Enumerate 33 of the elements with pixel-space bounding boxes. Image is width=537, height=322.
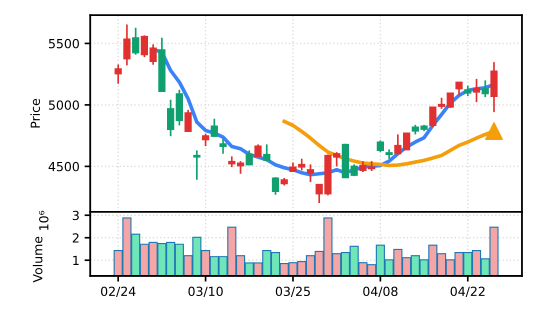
candlestick <box>132 26 140 56</box>
x-tick-label: 04/22 <box>450 286 485 298</box>
candlestick <box>263 144 270 162</box>
candlestick <box>464 84 472 97</box>
text: 10⁶ <box>39 210 49 230</box>
candlestick <box>272 176 280 196</box>
candlestick <box>184 108 192 132</box>
y-tick-label: 3 <box>72 210 79 220</box>
candlestick <box>219 138 227 155</box>
y-tick-label: 5000 <box>48 100 79 110</box>
y-tick-label: 2 <box>72 233 79 242</box>
candlestick <box>482 80 489 98</box>
y-tick-label: 5500 <box>48 38 79 48</box>
candlestick <box>386 148 393 160</box>
candlestick <box>210 118 218 138</box>
candlestick <box>376 140 384 153</box>
candlestick <box>193 150 200 181</box>
candlestick <box>254 144 262 158</box>
candlestick <box>306 164 314 183</box>
x-tick-label: 02/24 <box>100 286 136 298</box>
x-tick-label: 04/08 <box>363 286 398 298</box>
candlestick <box>123 24 131 66</box>
candlestick <box>246 150 253 166</box>
candlestick <box>455 81 463 96</box>
candlestick <box>114 64 122 85</box>
candlestick <box>202 132 210 147</box>
y-axis-title: Price <box>30 98 40 128</box>
candlestick <box>472 78 480 103</box>
x-tick-label: 03/10 <box>188 286 223 298</box>
y-axis-title: Volume <box>32 236 42 282</box>
y-tick-label: 1 <box>73 256 79 265</box>
x-tick-label: 03/25 <box>276 286 310 298</box>
y-tick-label: 4500 <box>48 162 79 172</box>
